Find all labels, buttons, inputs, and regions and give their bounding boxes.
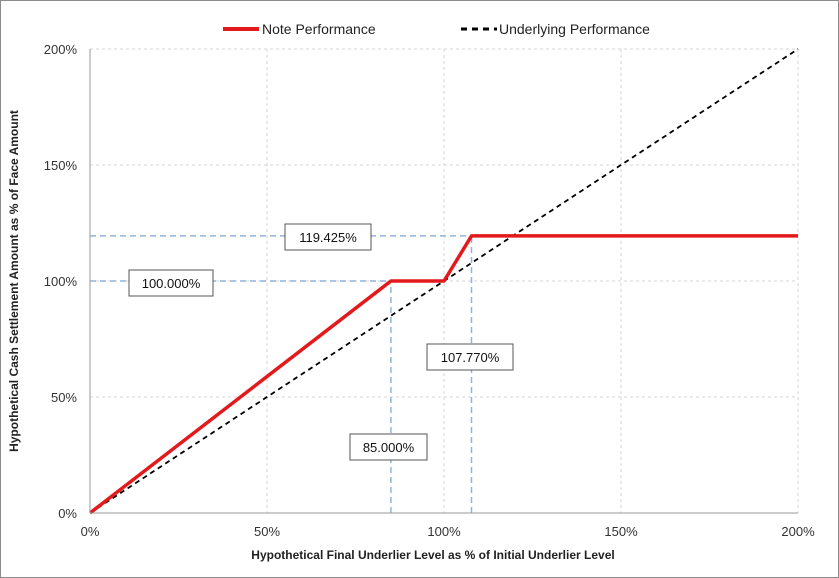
callout-label: 85.000% <box>363 440 415 455</box>
y-tick-label: 50% <box>51 390 77 405</box>
callout-border <box>349 433 428 461</box>
axes: 0% 50% 100% 150% 200% 0% 50% 100% 150% 200% <box>44 42 815 539</box>
x-axis-title: Hypothetical Final Underlier Level as % … <box>251 548 614 562</box>
callout-box: 100.000% <box>128 269 214 297</box>
series-lines <box>88 48 799 515</box>
y-tick-label: 0% <box>58 506 77 521</box>
y-tick-label: 200% <box>44 42 78 57</box>
legend: Note Performance Underlying Performance <box>223 21 650 37</box>
callout-label: 119.425% <box>299 230 357 245</box>
y-tick-label: 100% <box>44 274 78 289</box>
series-line-note-performance <box>88 234 798 515</box>
y-tick-label: 150% <box>44 158 78 173</box>
x-tick-label: 200% <box>781 524 815 539</box>
callout-box: 85.000% <box>349 433 428 461</box>
x-tick-label: 150% <box>604 524 638 539</box>
callout-box: 119.425% <box>284 223 372 251</box>
x-tick-label: 0% <box>81 524 100 539</box>
callout-box: 107.770% <box>426 343 514 371</box>
callout-border <box>128 269 214 297</box>
callout-label: 100.000% <box>142 276 201 291</box>
y-axis-title: Hypothetical Cash Settlement Amount as %… <box>7 110 21 452</box>
legend-label-note-performance: Note Performance <box>262 21 376 37</box>
callout-border <box>284 223 372 251</box>
x-tick-label: 100% <box>427 524 461 539</box>
legend-label-underlying-performance: Underlying Performance <box>499 21 650 37</box>
x-tick-label: 50% <box>254 524 280 539</box>
callout-border <box>426 343 514 371</box>
callout-label: 107.770% <box>441 350 500 365</box>
callouts: 100.000% 119.425% 85.000% 107.770% <box>128 223 514 461</box>
